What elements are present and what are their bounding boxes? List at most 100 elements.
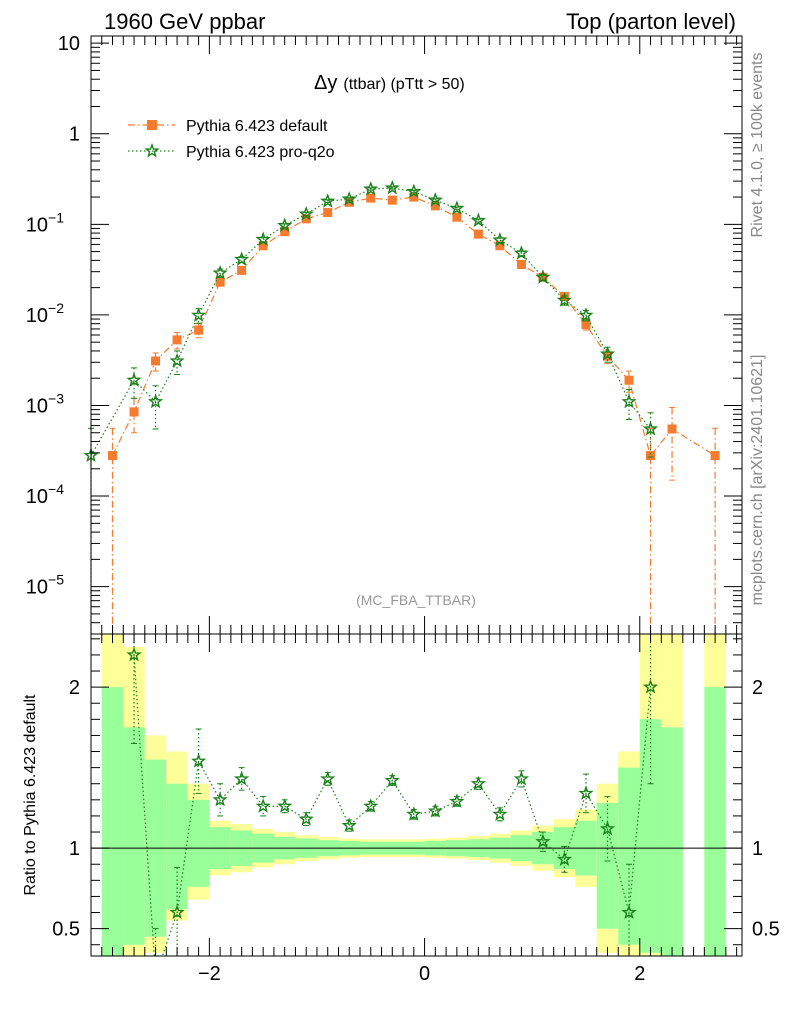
ratio-uncertainty-bands — [101, 634, 726, 956]
x-tick-label: 2 — [634, 963, 645, 985]
data-point — [366, 193, 376, 203]
chart-title-symbol: Δy — [314, 72, 337, 94]
ratio-y-axis-label: Ratio to Pythia 6.423 default — [22, 694, 39, 896]
data-point — [190, 307, 207, 322]
ratio-data-point — [298, 811, 314, 826]
ratio-series-line — [133, 654, 652, 956]
data-point — [387, 195, 397, 205]
y-tick-base: 10 — [26, 305, 48, 327]
header-process-label: Top (parton level) — [566, 9, 736, 34]
data-point — [169, 353, 185, 368]
data-point — [473, 229, 483, 239]
uncertainty-band-green — [101, 687, 124, 956]
legend-marker-pro-q2o — [144, 143, 160, 158]
ratio-data-point — [126, 646, 142, 662]
chart-title-suffix: (ttbar) (pTtt > 50) — [343, 76, 464, 93]
data-point — [470, 212, 486, 228]
data-point — [642, 420, 659, 436]
y-tick-exponent: −4 — [48, 481, 64, 497]
mcplots-label: mcplots.cern.ch [arXiv:2401.10621] — [749, 355, 766, 606]
ratio-data-point — [320, 770, 336, 786]
data-point — [624, 375, 634, 385]
data-point — [258, 241, 268, 251]
ratio-data-point — [535, 833, 551, 849]
uncertainty-band-green — [123, 727, 145, 945]
data-point — [341, 191, 357, 206]
ratio-y-tick-label-right: 0.5 — [752, 919, 780, 941]
y-tick-label: 10 — [58, 33, 80, 55]
data-point — [363, 181, 379, 196]
rivet-version-label: Rivet 4.1.0, ≥ 100k events — [749, 53, 766, 238]
chart-title: Δy (ttbar) (pTtt > 50) — [314, 72, 465, 94]
data-point — [280, 227, 290, 237]
data-point — [578, 307, 594, 322]
uncertainty-band-green — [661, 727, 683, 956]
ratio-data-point — [621, 904, 637, 920]
header-collision-label: 1960 GeV ppbar — [104, 9, 265, 34]
y-tick-label: 10−4 — [26, 481, 64, 508]
y-tick-exponent: −2 — [48, 300, 64, 316]
legend-entry-pro-q2o: Pythia 6.423 pro-q2o — [128, 143, 335, 161]
data-point — [449, 200, 465, 215]
series-pro-q2o — [83, 180, 659, 634]
data-point — [301, 214, 311, 224]
y-tick-exponent: −3 — [48, 390, 64, 406]
data-point — [384, 180, 400, 195]
data-point — [581, 320, 591, 330]
ratio-axes: 0.5 0.5 1 1 2 2 −2 0 2 — [52, 634, 780, 985]
data-point — [406, 183, 422, 198]
x-tick-label: −2 — [198, 963, 221, 985]
data-point — [430, 201, 440, 211]
y-tick-base: 10 — [26, 486, 48, 508]
ratio-data-point — [341, 817, 357, 833]
y-tick-label: 10−1 — [26, 209, 64, 236]
data-point — [172, 335, 182, 345]
ratio-y-tick-label-right: 1 — [752, 838, 763, 860]
ratio-data-point — [556, 851, 573, 866]
ratio-data-point — [642, 679, 659, 694]
y-tick-base: 1 — [69, 124, 80, 146]
data-point — [147, 393, 164, 409]
data-point — [212, 265, 228, 280]
ratio-data-point — [427, 803, 443, 818]
ratio-frame — [90, 633, 743, 957]
ratio-y-tick-label: 2 — [69, 677, 80, 699]
data-point — [194, 325, 204, 335]
data-point — [513, 245, 530, 260]
ratio-data-point — [363, 798, 379, 813]
data-point — [495, 241, 505, 251]
data-point — [237, 265, 247, 275]
data-point — [233, 251, 250, 266]
ratio-data-point — [513, 770, 530, 786]
uncertainty-band-green — [618, 767, 640, 945]
ratio-series-pro-q2o — [126, 633, 659, 957]
legend: Pythia 6.423 default Pythia 6.423 pro-q2… — [128, 118, 335, 161]
y-tick-exponent: −1 — [48, 209, 64, 225]
data-point — [320, 193, 336, 208]
ratio-data-point — [492, 806, 508, 821]
y-tick-label: 10−2 — [26, 300, 64, 327]
data-point — [535, 269, 551, 284]
data-point — [151, 356, 161, 366]
ratio-data-point — [277, 798, 293, 813]
ratio-y-tick-label: 1 — [69, 838, 80, 860]
data-point — [621, 393, 637, 409]
data-point — [646, 451, 656, 461]
series-default — [108, 192, 720, 634]
y-tick-label: 1 — [69, 124, 80, 146]
y-tick-label: 10−3 — [26, 390, 64, 417]
ratio-y-tick-label-right: 2 — [752, 677, 763, 699]
ratio-data-point — [255, 798, 271, 813]
data-point — [277, 217, 293, 233]
data-point — [255, 231, 271, 247]
uncertainty-band-green — [166, 783, 188, 910]
series-line — [111, 196, 716, 457]
data-point — [427, 192, 443, 207]
ratio-data-point — [578, 785, 594, 800]
data-point — [667, 424, 677, 434]
data-point — [323, 208, 333, 218]
data-point — [108, 451, 118, 461]
series-line — [90, 187, 651, 456]
